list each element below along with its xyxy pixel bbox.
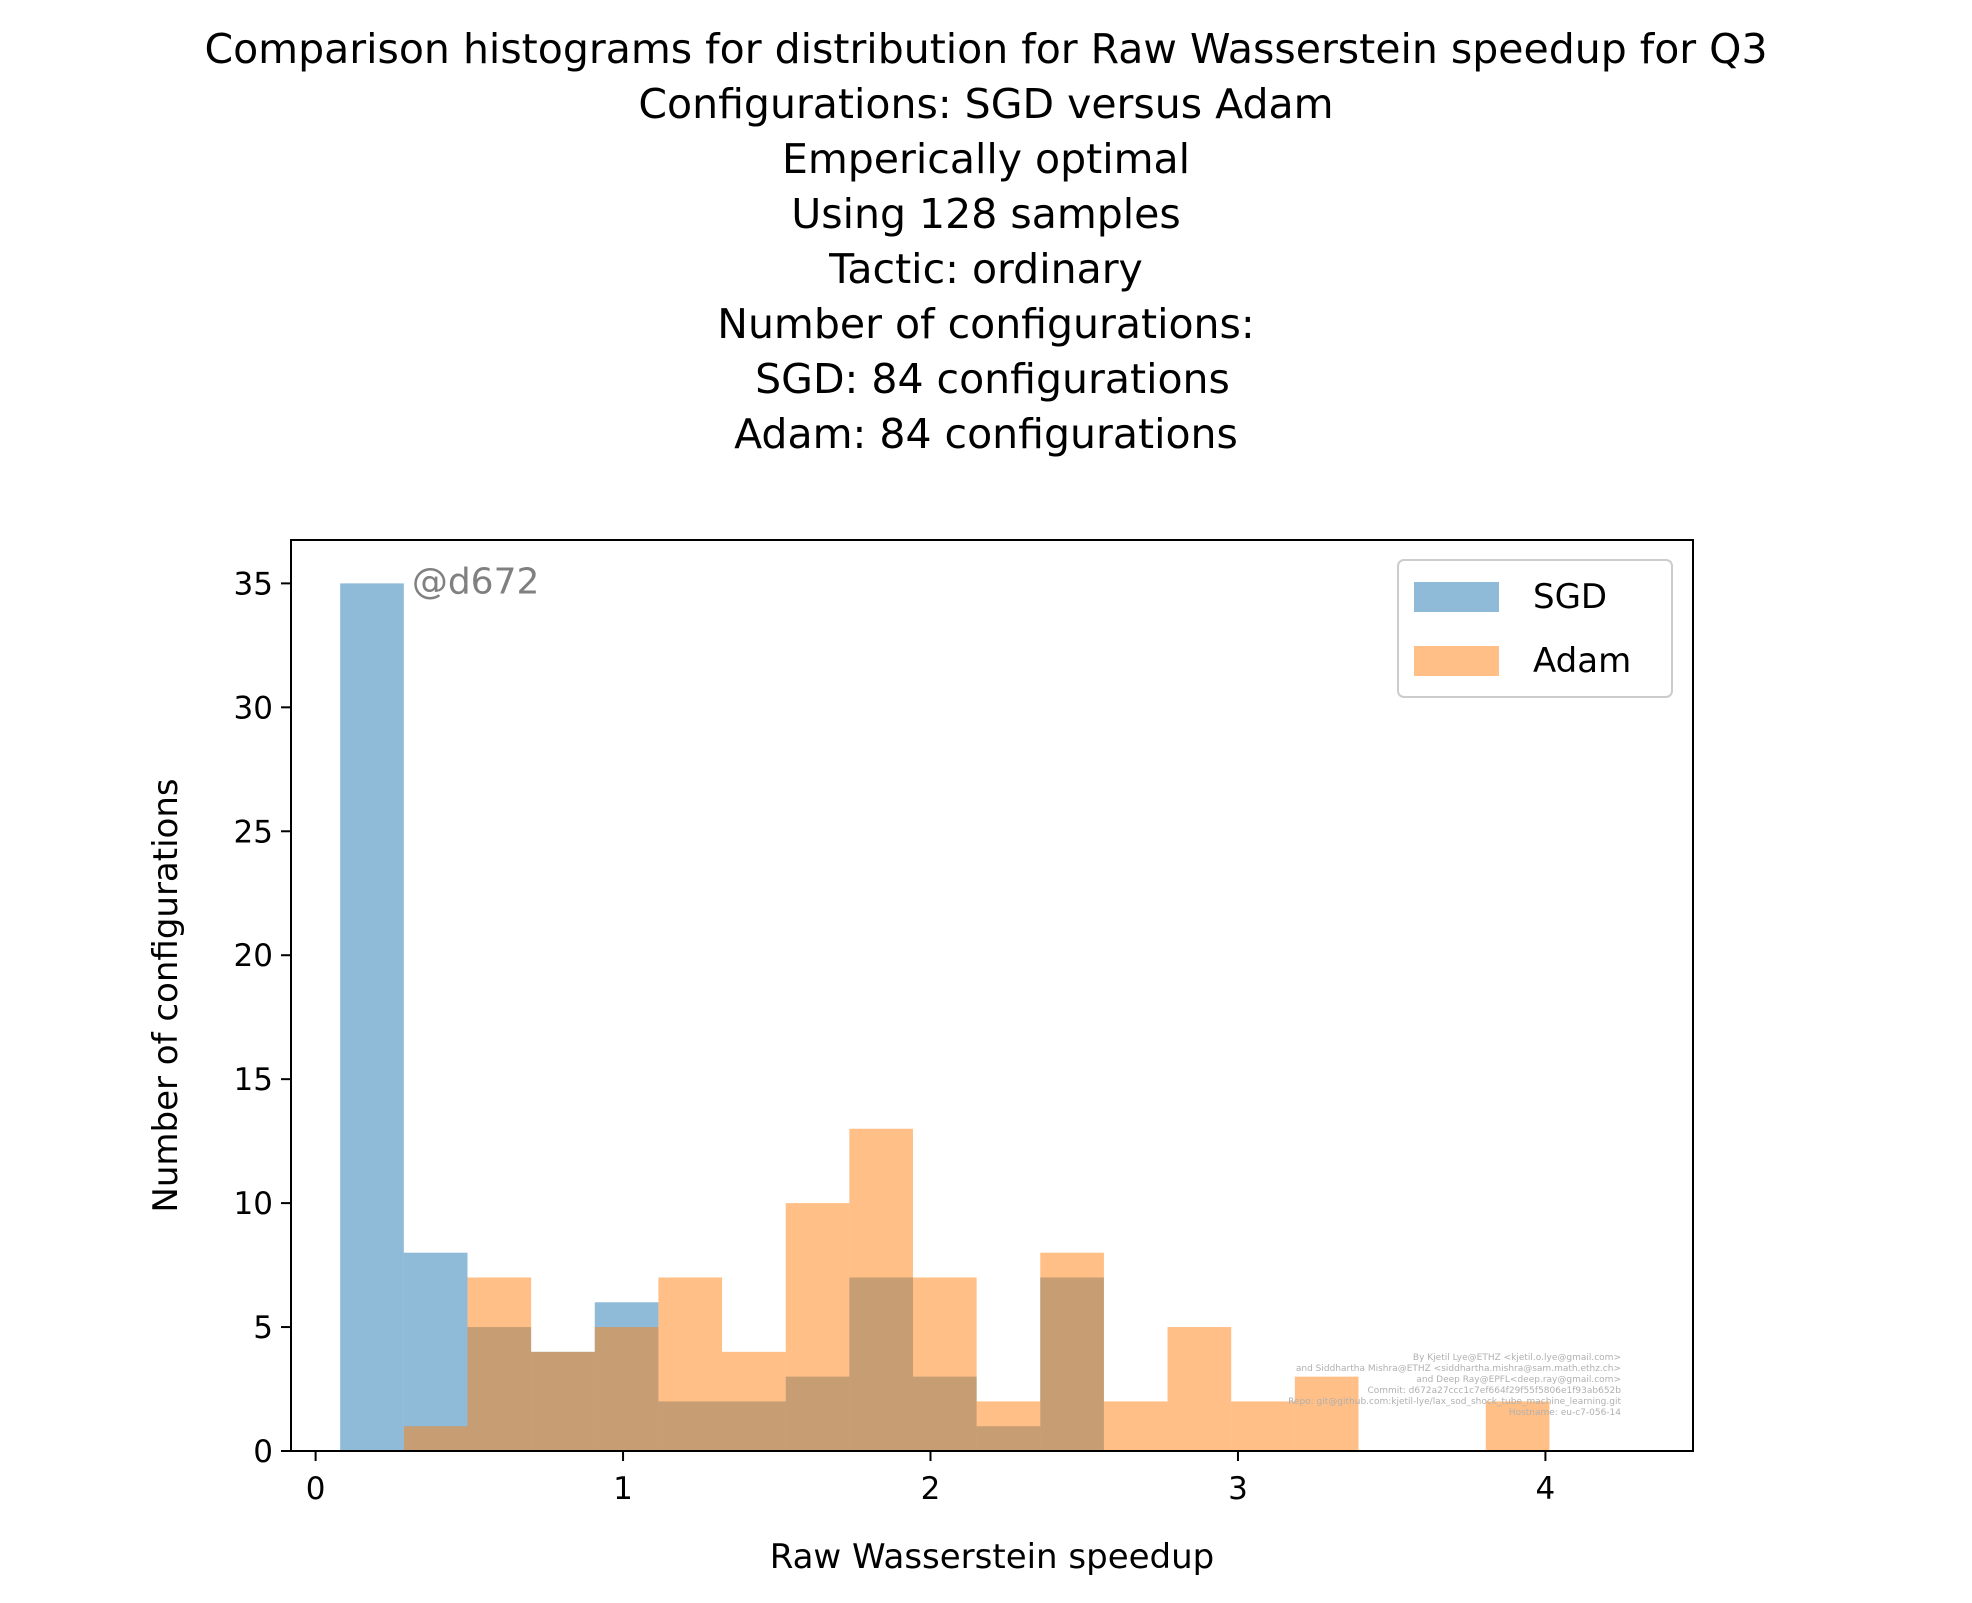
legend-swatch-adam <box>1414 646 1499 676</box>
y-tick-label: 20 <box>234 938 273 974</box>
credit-line: By Kjetil Lye@ETHZ <kjetil.o.lye@gmail.c… <box>1413 1353 1621 1363</box>
commit-annotation: @d672 <box>412 561 540 602</box>
y-tick-label: 35 <box>234 566 273 602</box>
credits-block: By Kjetil Lye@ETHZ <kjetil.o.lye@gmail.c… <box>1288 1353 1621 1418</box>
bar-adam <box>722 1351 786 1451</box>
x-tick-label: 0 <box>306 1471 326 1507</box>
x-tick-label: 2 <box>921 1471 941 1507</box>
title-line: Tactic: ordinary <box>829 245 1143 293</box>
chart-title: Comparison histograms for distribution f… <box>0 22 1972 462</box>
x-axis: 0 1 2 3 4 <box>306 1451 1556 1507</box>
x-tick-label: 4 <box>1536 1471 1556 1507</box>
bar-adam <box>531 1351 595 1451</box>
bar-adam <box>594 1327 659 1451</box>
bar-adam <box>1485 1401 1550 1451</box>
legend-label-adam: Adam <box>1533 641 1631 681</box>
x-tick-label: 1 <box>613 1471 633 1507</box>
legend-swatch-sgd <box>1414 582 1499 612</box>
credit-line: and Deep Ray@EPFL<deep.ray@gmail.com> <box>1416 1375 1621 1385</box>
y-tick-label: 0 <box>253 1434 273 1470</box>
y-axis-label: Number of configurations <box>146 778 186 1212</box>
title-line: SGD: 84 configurations <box>742 355 1230 403</box>
bar-adam <box>1040 1252 1104 1451</box>
bar-adam <box>785 1203 850 1451</box>
y-tick-label: 25 <box>234 814 273 850</box>
bar-adam <box>912 1277 977 1451</box>
credit-line: Repo: git@github.com:kjetil-lye/lax_sod_… <box>1288 1397 1621 1407</box>
plot-frame <box>290 539 1694 1452</box>
credit-line: Hostname: eu-c7-056-14 <box>1509 1408 1621 1418</box>
bar-adam <box>1167 1327 1232 1451</box>
bar-adam <box>467 1277 532 1451</box>
y-tick-label: 30 <box>234 690 273 726</box>
bar-adam <box>1231 1401 1295 1451</box>
credit-line: and Siddhartha Mishra@ETHZ <siddhartha.m… <box>1296 1364 1621 1374</box>
credit-line: Commit: d672a27ccc1c7ef664f29f55f5806e1f… <box>1367 1386 1621 1396</box>
legend-label-sgd: SGD <box>1533 577 1607 617</box>
legend: SGD Adam <box>1397 559 1673 698</box>
bar-adam <box>1103 1401 1168 1451</box>
title-line: Comparison histograms for distribution f… <box>204 25 1768 73</box>
bar-adam <box>403 1426 468 1451</box>
bar-adam <box>1294 1376 1359 1451</box>
bar-adam <box>976 1401 1041 1451</box>
bar-sgd <box>403 1252 468 1451</box>
bars-layer <box>340 583 1550 1451</box>
title-line: Using 128 samples <box>791 190 1181 238</box>
y-tick-label: 10 <box>234 1186 273 1222</box>
y-axis: 0 5 10 15 20 25 30 35 <box>234 566 291 1470</box>
title-line: Emperically optimal <box>781 135 1191 183</box>
y-tick-label: 5 <box>253 1310 273 1346</box>
y-tick-label: 15 <box>234 1062 273 1098</box>
bar-adam <box>658 1277 723 1451</box>
title-line: Number of configurations: <box>717 300 1255 348</box>
bar-sgd <box>340 583 404 1451</box>
bar-adam <box>849 1128 913 1451</box>
title-line: Adam: 84 configurations <box>734 410 1238 458</box>
title-line: Configurations: SGD versus Adam <box>638 80 1334 128</box>
x-axis-label: Raw Wasserstein speedup <box>770 1537 1215 1577</box>
x-tick-label: 3 <box>1228 1471 1248 1507</box>
